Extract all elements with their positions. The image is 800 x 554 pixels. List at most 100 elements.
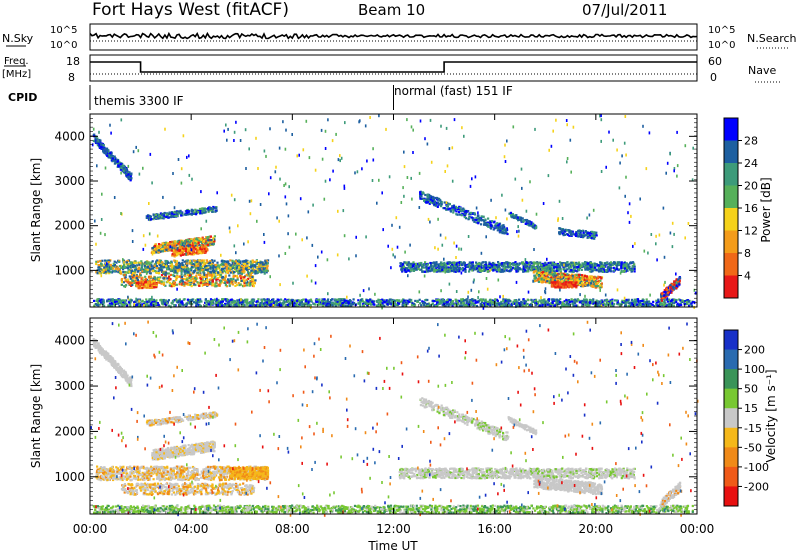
range-cell <box>153 263 156 266</box>
range-cell <box>645 298 648 301</box>
range-cell <box>138 263 141 266</box>
range-cell <box>494 304 497 307</box>
range-cell <box>531 300 534 303</box>
range-cell <box>458 267 462 270</box>
range-cell <box>160 282 163 285</box>
range-cell <box>367 299 371 302</box>
range-cell <box>497 302 500 305</box>
range-cell <box>118 304 121 307</box>
range-cell <box>641 298 644 301</box>
cpid-right-text: normal (fast) 151 IF <box>394 84 513 98</box>
range-cell <box>213 207 216 210</box>
range-cell <box>511 302 514 305</box>
range-cell <box>410 303 414 307</box>
range-cell <box>296 301 299 304</box>
range-cell <box>320 303 323 306</box>
range-cell <box>298 303 301 306</box>
range-cell <box>247 277 250 280</box>
range-cell <box>534 303 537 306</box>
range-cell <box>197 248 200 251</box>
range-cell <box>220 300 223 303</box>
range-cell <box>259 268 262 272</box>
range-cell <box>598 265 601 268</box>
range-cell <box>610 304 613 307</box>
range-cell <box>210 259 214 262</box>
range-cell <box>136 278 139 282</box>
range-cell <box>176 253 179 256</box>
range-cell <box>178 266 181 269</box>
range-cell <box>169 278 172 281</box>
range-cell <box>181 259 184 262</box>
range-cell <box>185 242 188 246</box>
range-cell <box>200 207 203 210</box>
range-cell <box>503 303 506 306</box>
range-cell <box>123 299 126 302</box>
range-cell <box>251 301 254 305</box>
range-cell <box>133 269 137 272</box>
range-cell <box>649 304 652 307</box>
range-cell <box>128 171 131 174</box>
range-cell <box>340 304 343 307</box>
range-cell <box>264 260 267 263</box>
range-cell <box>169 268 172 271</box>
range-cell <box>321 304 325 307</box>
range-cell <box>172 245 175 248</box>
range-cell <box>189 267 192 271</box>
range-cell <box>137 283 140 286</box>
range-cell <box>173 259 176 262</box>
range-cell <box>339 299 342 302</box>
range-cell <box>207 209 210 212</box>
range-cell <box>229 282 232 285</box>
range-cell <box>207 303 211 306</box>
range-cell <box>131 283 134 286</box>
range-cell <box>188 262 191 265</box>
range-cell <box>190 265 194 269</box>
range-cell <box>159 261 162 264</box>
range-cell <box>578 301 581 304</box>
range-cell <box>185 209 188 212</box>
range-cell <box>192 276 195 279</box>
range-cell <box>144 278 148 281</box>
range-cell <box>195 241 198 244</box>
range-cell <box>101 301 104 304</box>
range-cell <box>138 275 141 278</box>
range-cell <box>101 259 104 262</box>
range-cell <box>342 304 345 307</box>
range-cell <box>560 263 563 266</box>
range-cell <box>151 267 154 270</box>
range-cell <box>181 243 184 246</box>
range-cell <box>326 299 329 302</box>
range-cell <box>145 266 148 269</box>
range-cell <box>159 276 162 279</box>
range-cell <box>229 279 232 282</box>
range-cell <box>205 276 208 279</box>
range-cell <box>152 218 155 221</box>
range-cell <box>209 267 212 270</box>
range-cell <box>130 266 133 269</box>
range-cell <box>250 269 253 272</box>
range-cell <box>105 259 108 262</box>
range-cell <box>188 272 191 275</box>
range-cell <box>194 240 197 243</box>
nsky-top-tick: 10^5 <box>50 25 77 36</box>
range-cell <box>145 260 148 263</box>
range-cell <box>425 268 428 271</box>
range-cell <box>205 301 208 304</box>
range-cell <box>599 300 602 303</box>
range-cell <box>211 279 214 282</box>
range-cell <box>209 270 212 273</box>
range-cell <box>234 303 237 306</box>
range-cell <box>523 302 526 305</box>
range-cell <box>206 264 209 267</box>
range-cell <box>604 304 607 307</box>
range-cell <box>547 301 550 304</box>
range-cell <box>615 299 618 302</box>
range-cell <box>140 303 144 306</box>
range-cell <box>153 264 156 267</box>
range-cell <box>149 275 152 278</box>
range-cell <box>168 242 171 245</box>
freq-label: Freq. <box>4 56 29 67</box>
range-cell <box>151 301 154 304</box>
range-cell <box>102 144 105 147</box>
range-cell <box>263 265 267 268</box>
